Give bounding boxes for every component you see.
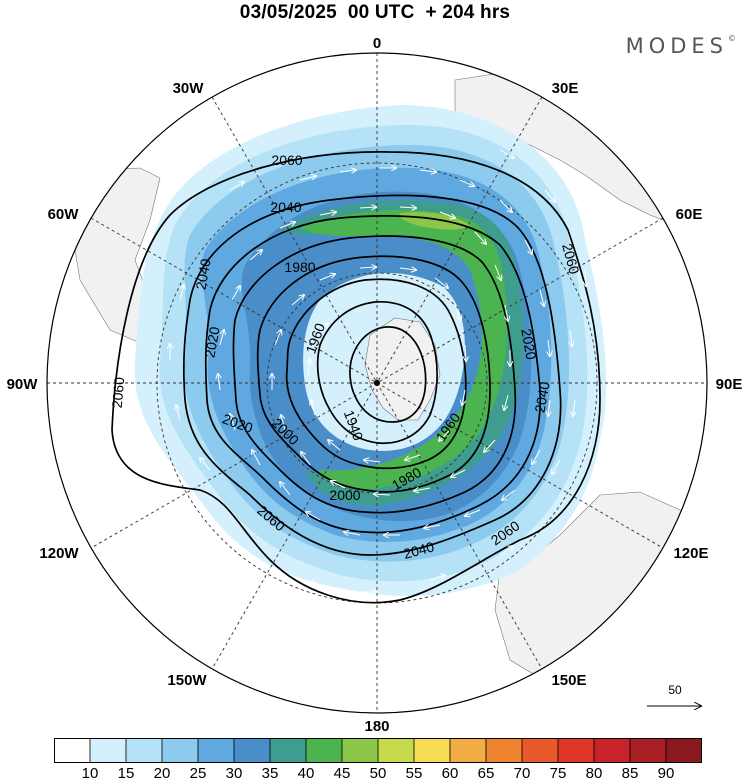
contour-label: 2060 [109,376,128,409]
colorbar-tick-label: 65 [477,765,495,782]
contour-label: 2060 [271,152,302,168]
colorbar-tick-label: 15 [117,765,135,782]
colorbar-tick-label: 35 [261,765,279,782]
colorbar-tick-label: 70 [513,765,531,782]
colorbar-cell [305,738,343,763]
contour-2020 [204,215,542,534]
lon-label-30w: 30W [173,80,205,97]
lon-label-90w: 90W [7,376,39,393]
colorbar-cell [197,738,235,763]
colorbar-tick-label: 80 [585,765,603,782]
colorbar-cell [485,738,523,763]
colorbar-tick-label: 20 [153,765,171,782]
colorbar-cell [413,738,451,763]
lon-label-60e: 60E [676,206,703,223]
contour-1920 [349,326,427,423]
colorbar-cell [161,738,199,763]
colorbar-cell [89,738,127,763]
south-pole-marker [374,380,380,386]
colorbar-tick-label: 60 [441,765,459,782]
contour-label: 1980 [284,259,315,275]
colorbar-cell [341,738,379,763]
colorbar-cell [269,738,307,763]
colorbar [54,738,702,763]
map-border [46,52,708,714]
contour-label: 2040 [270,199,301,215]
contour-1940 [316,301,438,445]
colorbar-tick-label: 10 [81,765,99,782]
colorbar-cell [665,738,702,763]
height-contours [111,151,601,604]
colorbar-tick-label: 85 [621,765,639,782]
contour-1980 [256,255,491,493]
lon-label-60w: 60W [48,206,80,223]
colorbar-cell [593,738,631,763]
contour-label: 2040 [402,538,436,562]
colorbar-tick-label: 75 [549,765,567,782]
lon-label-30e: 30E [552,80,579,97]
colorbar-tick-label: 45 [333,765,351,782]
brand-logo: MODES© [625,34,736,58]
lon-label-90e: 90E [716,376,743,393]
lon-label-120e: 120E [673,545,708,562]
colorbar-cell [629,738,667,763]
lon-label-150w: 150W [167,672,207,689]
map-title: 03/05/2025 00 UTC + 204 hrs [239,2,511,23]
wind-jet-45 [300,209,508,490]
reference-vector: 50 [647,683,701,706]
colorbar-cell [377,738,415,763]
colorbar-cell [557,738,595,763]
wind-vectors [170,149,586,592]
colorbar-tick-label: 90 [657,765,675,782]
contour-2060-outer [111,151,601,604]
contour-label: 2040 [531,380,552,414]
contour-label: 2000 [329,487,360,503]
lon-label-120w: 120W [39,545,79,562]
colorbar-tick-label: 25 [189,765,207,782]
longitude-labels: 0 30E 60E 90E 120E 150E 180 150W 120W 90… [7,35,743,735]
colorbar-cell [125,738,163,763]
lon-label-150e: 150E [551,672,586,689]
contour-label: 2040 [192,257,213,291]
lon-label-180: 180 [364,718,389,735]
colorbar-tick-label: 30 [225,765,243,782]
contour-label: 2020 [201,325,222,359]
colorbar-tick-label: 50 [369,765,387,782]
reference-vector-label: 50 [668,683,682,697]
colorbar-cell [449,738,487,763]
contour-1960 [285,278,467,470]
colorbar-tick-label: 40 [297,765,315,782]
colorbar-cell [233,738,271,763]
contour-2040 [182,194,562,556]
contour-label: 2020 [518,327,539,361]
colorbar-cell [521,738,559,763]
contour-2000 [232,235,517,514]
colorbar-tick-label: 55 [405,765,423,782]
lon-label-0: 0 [373,35,381,52]
map-disc [47,53,707,713]
colorbar-cell [54,738,91,763]
contour-label: 2060 [559,242,583,276]
